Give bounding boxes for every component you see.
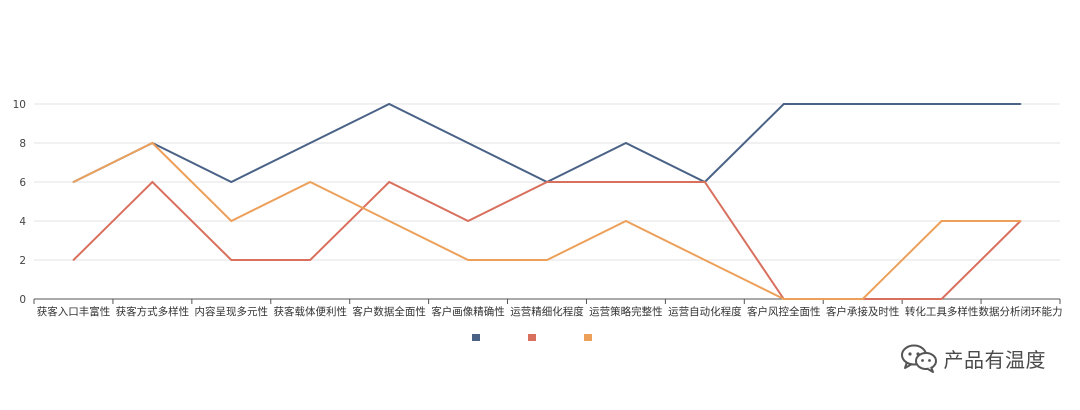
x-tick-label: 运营自动化程度: [668, 305, 742, 318]
data-point: [467, 220, 469, 222]
data-point: [388, 181, 391, 183]
x-tick-label: 客户承接及时性: [826, 305, 900, 318]
data-point: [72, 259, 75, 261]
data-point: [1019, 103, 1022, 105]
x-tick-label: 客户数据全面性: [352, 305, 426, 318]
legend-swatch[interactable]: [472, 334, 480, 341]
data-point: [151, 181, 154, 183]
data-point: [151, 142, 154, 144]
legend[interactable]: [472, 334, 592, 341]
series-layer: [72, 102, 1022, 300]
data-point: [546, 259, 548, 261]
legend-swatch[interactable]: [528, 334, 536, 341]
data-point: [546, 181, 548, 183]
data-point: [625, 181, 627, 183]
y-tick-label: 8: [19, 138, 26, 150]
data-point: [940, 298, 943, 300]
watermark: 产品有温度: [900, 343, 1047, 373]
data-point: [625, 142, 627, 144]
y-tick-label: 0: [19, 294, 26, 306]
data-point: [309, 142, 312, 144]
data-point: [388, 103, 391, 105]
data-point: [230, 220, 233, 222]
data-point: [1019, 220, 1022, 222]
x-tick-label: 内容呈现多元性: [195, 305, 269, 318]
data-point: [309, 181, 312, 183]
axis-layer: 0 2 4 6 8 10 获客入口丰富性 获客方式多样性 内容呈现多元性 获客载体便利性 客户数据全…: [13, 99, 1063, 318]
x-tick-label: 获客载体便利性: [273, 305, 347, 318]
data-point: [940, 220, 943, 222]
data-point: [782, 103, 785, 105]
y-tick-label: 2: [19, 255, 26, 267]
data-point: [861, 103, 864, 105]
data-point: [703, 259, 706, 261]
data-point: [230, 259, 233, 261]
x-tick-label: 客户画像精确性: [431, 305, 505, 318]
x-tick-label: 运营策略完整性: [589, 305, 663, 318]
data-point: [467, 142, 469, 144]
data-point: [467, 259, 469, 261]
x-tick-label: 转化工具多样性: [905, 305, 979, 318]
data-point: [703, 181, 706, 183]
y-tick-label: 4: [19, 216, 26, 228]
chat-bubbles-icon: [900, 344, 937, 373]
data-point: [861, 298, 864, 300]
legend-swatch[interactable]: [584, 334, 592, 341]
data-point: [940, 103, 943, 105]
watermark-text: 产品有温度: [943, 347, 1046, 372]
x-tick-label: 客户风控全面性: [747, 305, 821, 318]
x-tick-label: 运营精细化程度: [510, 305, 584, 318]
x-tick-label: 获客方式多样性: [116, 305, 190, 318]
data-point: [388, 220, 391, 222]
data-point: [782, 298, 785, 300]
data-point: [309, 259, 312, 261]
y-tick-label: 6: [19, 177, 26, 189]
data-point: [625, 220, 627, 222]
series-line: [72, 180, 1022, 300]
data-point: [230, 181, 233, 183]
y-tick-label: 10: [13, 99, 26, 111]
data-point: [72, 181, 75, 183]
x-tick-label: 数据分析闭环能力: [979, 305, 1063, 318]
x-tick-label: 获客入口丰富性: [37, 305, 111, 318]
